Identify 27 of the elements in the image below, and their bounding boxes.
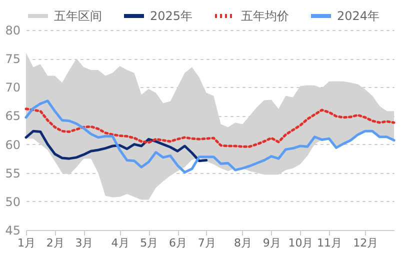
line-series bbox=[24, 130, 208, 162]
legend-label: 2024年 bbox=[337, 9, 380, 23]
x-tick-label: 4月 bbox=[111, 236, 130, 250]
x-tick-label: 7月 bbox=[198, 236, 216, 250]
y-tick-label: 80 bbox=[5, 24, 20, 38]
line-series bbox=[24, 100, 396, 174]
x-tick-label: 12月 bbox=[353, 236, 378, 250]
x-tick-label: 5月 bbox=[140, 236, 158, 250]
x-tick-label: 3月 bbox=[75, 236, 94, 250]
legend-label: 2025年 bbox=[150, 9, 193, 23]
legend-label: 五年均价 bbox=[241, 9, 289, 23]
y-tick-label: 50 bbox=[5, 194, 20, 209]
x-tick-label: 2月 bbox=[46, 236, 64, 250]
x-tick-label: 9月 bbox=[262, 236, 281, 250]
x-tick-label: 6月 bbox=[169, 236, 188, 250]
x-tick-label: 10月 bbox=[288, 236, 314, 250]
x-tick-label: 8月 bbox=[234, 236, 252, 250]
y-tick-label: 55 bbox=[5, 166, 20, 180]
y-tick-label: 70 bbox=[5, 80, 20, 95]
y-tick-label: 60 bbox=[5, 138, 20, 152]
y-tick-label: 45 bbox=[5, 224, 20, 238]
x-tick-label: 1月 bbox=[18, 236, 36, 250]
legend-label: 五年区间 bbox=[54, 9, 102, 23]
y-tick-label: 75 bbox=[5, 52, 20, 66]
x-tick-label: 11月 bbox=[317, 236, 342, 250]
y-tick-label: 65 bbox=[5, 109, 20, 124]
line-series bbox=[24, 108, 396, 148]
